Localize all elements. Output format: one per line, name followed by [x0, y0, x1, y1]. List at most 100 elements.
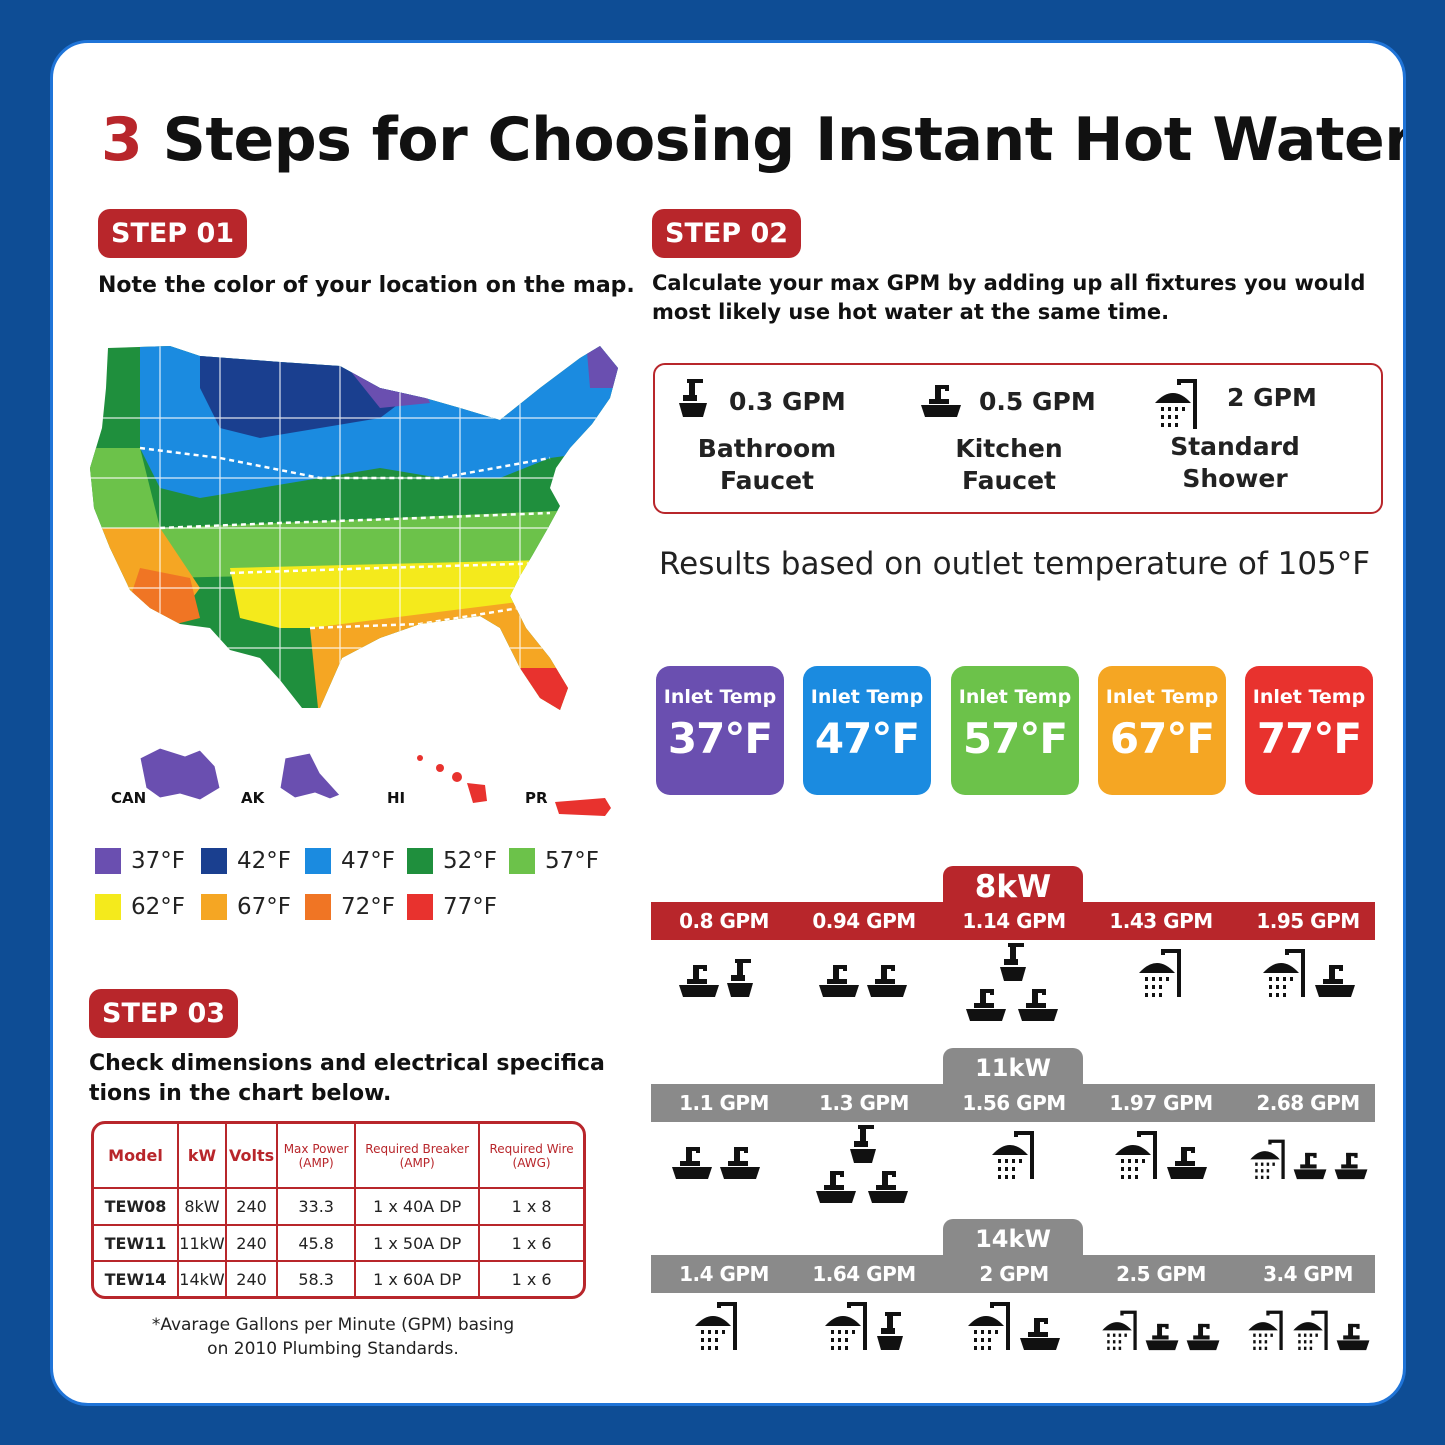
fixture-combo	[940, 943, 1086, 1033]
hawaii-inset-icon	[417, 755, 487, 803]
legend-item: 77°F	[407, 894, 497, 920]
legend-item: 57°F	[509, 848, 599, 874]
table-row: TEW11 11kW 240 45.8 1 x 50A DP 1 x 6	[94, 1224, 583, 1263]
region-label-hi: HI	[387, 789, 406, 807]
shower-icon	[1250, 1139, 1286, 1180]
region-label-can: CAN	[111, 789, 147, 807]
gpm-cell: 2.68 GPM	[1256, 1091, 1360, 1115]
kitchen-faucet-icon	[1334, 1153, 1367, 1180]
fixture-combo	[790, 1296, 936, 1386]
table-row: TEW08 8kW 240 33.3 1 x 40A DP 1 x 8	[94, 1188, 583, 1226]
shower-icon	[1248, 1310, 1283, 1351]
gpm-cell: 1.43 GPM	[1109, 909, 1213, 933]
shower-icon	[825, 1302, 867, 1350]
title-number: 3	[101, 105, 143, 175]
kitchen-faucet-icon	[672, 1147, 712, 1179]
region-label-pr: PR	[525, 789, 548, 807]
legend-item: 52°F	[407, 848, 497, 874]
gpm-cell: 2.5 GPM	[1116, 1262, 1206, 1286]
kitchen-faucet-icon	[816, 1171, 856, 1203]
infographic-card: 3 Steps for Choosing Instant Hot Water S…	[50, 40, 1406, 1406]
legend-item: 62°F	[95, 894, 185, 920]
gpm-cell: 1.64 GPM	[812, 1262, 916, 1286]
fixture-combo	[643, 1296, 789, 1386]
shower-icon	[1115, 1131, 1157, 1179]
kitchen-faucet-icon	[1294, 1153, 1327, 1180]
legend-swatch	[407, 894, 433, 920]
legend-swatch	[95, 894, 121, 920]
kitchen-faucet-icon	[1018, 989, 1058, 1021]
gpm-cell: 0.8 GPM	[679, 909, 769, 933]
alaska-inset-icon	[279, 752, 341, 800]
kw-tab-11kw: 11kW	[943, 1048, 1083, 1084]
us-map-icon	[90, 346, 618, 816]
kw-tab-14kw: 14kW	[943, 1219, 1083, 1255]
gpm-cell: 2 GPM	[979, 1262, 1049, 1286]
legend-item: 42°F	[201, 848, 291, 874]
legend-item: 72°F	[305, 894, 395, 920]
kitchen-faucet-icon	[1020, 1318, 1060, 1350]
region-label-ak: AK	[241, 789, 265, 807]
shower-icon	[1102, 1310, 1138, 1351]
table-header: Max Power (AMP)	[277, 1124, 357, 1190]
us-climate-map	[80, 328, 625, 832]
shower-icon	[992, 1131, 1034, 1179]
bathroom-faucet-icon	[679, 379, 707, 417]
kitchen-faucet-icon	[966, 989, 1006, 1021]
gpm-bar-11kw: 1.1 GPM 1.3 GPM 1.56 GPM 1.97 GPM 2.68 G…	[651, 1084, 1375, 1122]
table-header: Required Wire (AWG)	[479, 1124, 583, 1190]
legend-item: 67°F	[201, 894, 291, 920]
page-title: 3 Steps for Choosing Instant Hot Water	[101, 105, 1403, 175]
fixture-gpm-box: 0.3 GPM Bathroom Faucet 0.5 GPM Kitchen …	[653, 363, 1383, 514]
kitchen-faucet-icon	[679, 965, 719, 997]
gpm-cell: 1.3 GPM	[819, 1091, 909, 1115]
gpm-bar-8kw: 0.8 GPM 0.94 GPM 1.14 GPM 1.43 GPM 1.95 …	[651, 902, 1375, 940]
fixture-combo	[643, 1125, 789, 1215]
kitchen-faucet-icon	[1146, 1324, 1179, 1351]
inlet-temp-card: Inlet Temp 67°F	[1098, 666, 1226, 795]
puerto-rico-inset-icon	[555, 798, 611, 816]
fixture-combo	[790, 943, 936, 1033]
kitchen-faucet-icon	[1186, 1324, 1219, 1351]
gpm-cell: 3.4 GPM	[1263, 1262, 1353, 1286]
gpm-bar-14kw: 1.4 GPM 1.64 GPM 2 GPM 2.5 GPM 3.4 GPM	[651, 1255, 1375, 1293]
fixture-combo	[1087, 943, 1233, 1033]
legend-swatch	[201, 848, 227, 874]
gpm-cell: 1.1 GPM	[679, 1091, 769, 1115]
inlet-temp-card: Inlet Temp 47°F	[803, 666, 931, 795]
legend-swatch	[95, 848, 121, 874]
gpm-cell: 1.56 GPM	[962, 1091, 1066, 1115]
shower-icon	[1139, 949, 1181, 997]
inlet-temp-card: Inlet Temp 37°F	[656, 666, 784, 795]
table-header: Volts	[226, 1124, 279, 1190]
fixture-combo	[1235, 1125, 1381, 1215]
kw-tab-8kw: 8kW	[943, 866, 1083, 905]
gpm-cell: 1.95 GPM	[1256, 909, 1360, 933]
legend-swatch	[509, 848, 535, 874]
shower-icon	[695, 1302, 737, 1350]
shower-icon	[1155, 379, 1197, 429]
kitchen-faucet-icon	[1336, 1324, 1370, 1351]
step-01-badge: STEP 01	[98, 209, 248, 258]
table-header-row: Model kW Volts Max Power (AMP) Required …	[94, 1124, 583, 1190]
fixture-combo	[940, 1296, 1086, 1386]
table-header: Required Breaker (AMP)	[355, 1124, 481, 1190]
legend-item: 47°F	[305, 848, 395, 874]
specs-table: Model kW Volts Max Power (AMP) Required …	[91, 1121, 586, 1299]
gpm-cell: 1.97 GPM	[1109, 1091, 1213, 1115]
kitchen-faucet-icon	[867, 965, 907, 997]
step-03-badge: STEP 03	[89, 989, 239, 1038]
kitchen-faucet-icon	[1167, 1147, 1207, 1179]
step-02-text: Calculate your max GPM by adding up all …	[652, 271, 1366, 324]
gpm-cell: 1.14 GPM	[962, 909, 1066, 933]
step-03-text: Check dimensions and electrical specific…	[89, 1051, 605, 1106]
bathroom-faucet-icon	[1000, 943, 1026, 981]
gpm-cell: 0.94 GPM	[812, 909, 916, 933]
footnote: *Avarage Gallons per Minute (GPM) basing…	[151, 1315, 515, 1359]
gpm-cell: 1.4 GPM	[679, 1262, 769, 1286]
fixture-combo	[790, 1125, 936, 1215]
fixture-combo	[1235, 1296, 1381, 1386]
fixture-combo	[1087, 1296, 1233, 1386]
fixture-combo	[940, 1125, 1086, 1215]
step-02-badge: STEP 02	[652, 209, 802, 258]
